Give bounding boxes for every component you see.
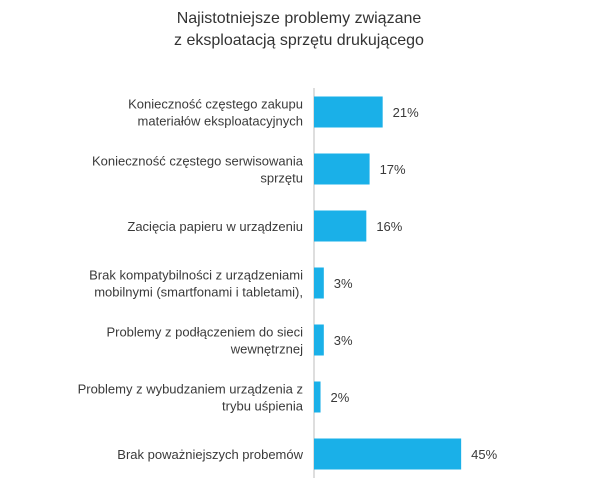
category-label-1-line-1: sprzętu: [260, 171, 303, 186]
category-label-3-line-0: Brak kompatybilności z urządzeniami: [89, 268, 303, 283]
value-label-6: 45%: [471, 447, 497, 462]
value-label-2: 16%: [376, 219, 402, 234]
value-label-0: 21%: [393, 105, 419, 120]
value-label-1: 17%: [380, 162, 406, 177]
value-label-4: 3%: [334, 333, 353, 348]
bar-1: [314, 153, 370, 185]
value-label-3: 3%: [334, 276, 353, 291]
category-label-5-line-1: trybu uśpienia: [222, 399, 304, 414]
bar-5: [314, 381, 321, 413]
category-label-6-line-0: Brak poważniejszych probemów: [117, 447, 303, 462]
category-label-5-line-0: Problemy z wybudzaniem urządzenia z: [78, 382, 303, 397]
value-label-5: 2%: [331, 390, 350, 405]
bar-0: [314, 96, 383, 128]
bar-3: [314, 267, 324, 299]
category-label-4-line-0: Problemy z podłączeniem do sieci: [106, 325, 303, 340]
bar-6: [314, 438, 462, 470]
category-label-3-line-1: mobilnymi (smartfonami i tabletami),: [94, 285, 303, 300]
chart-title: Najistotniejsze problemy związane z eksp…: [0, 8, 598, 52]
category-label-2-line-0: Zacięcia papieru w urządzeniu: [127, 219, 303, 234]
bar-4: [314, 324, 324, 356]
bar-2: [314, 210, 367, 242]
category-label-0-line-1: materiałów eksploatacyjnych: [138, 114, 303, 129]
category-label-4-line-1: wewnętrznej: [230, 342, 303, 357]
chart-title-line-1: Najistotniejsze problemy związane: [176, 10, 422, 27]
category-label-1-line-0: Konieczność częstego serwisowania: [92, 154, 304, 169]
category-label-0-line-0: Konieczność częstego zakupu: [128, 97, 303, 112]
chart-title-line-2: z eksploatacją sprzętu drukującego: [174, 32, 424, 49]
